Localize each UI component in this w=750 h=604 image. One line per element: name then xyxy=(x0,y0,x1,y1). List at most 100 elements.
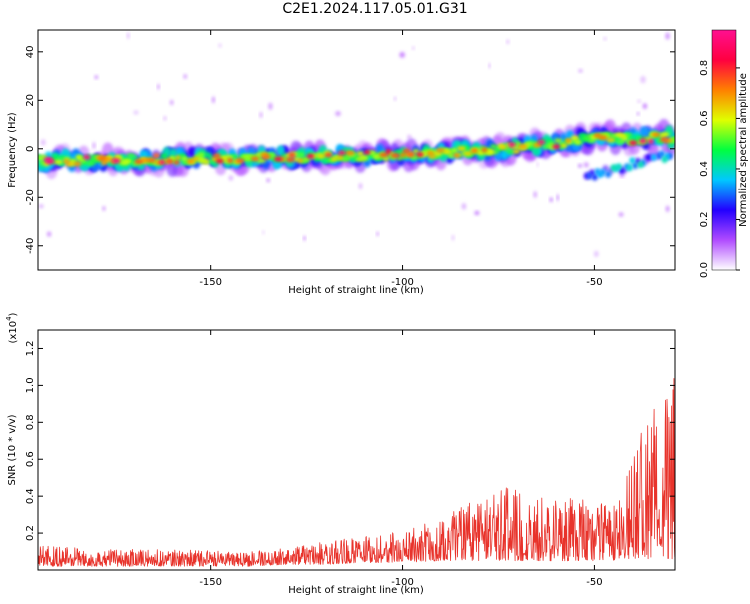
heatmap-cell xyxy=(46,231,52,237)
heatmap-cell xyxy=(451,234,455,241)
heatmap-cell xyxy=(149,157,156,163)
heatmap-cell xyxy=(665,32,670,40)
heatmap-cell xyxy=(38,204,44,209)
heatmap-cell xyxy=(133,110,139,115)
heatmap-cell xyxy=(560,143,568,149)
colorbar-label: Normalized spectral amplitude xyxy=(738,73,749,227)
heatmap-cell xyxy=(324,152,333,158)
heatmap-cell xyxy=(73,161,82,167)
heatmap-cell xyxy=(658,150,666,158)
heatmap-cell xyxy=(416,152,424,158)
heatmap-cell xyxy=(399,51,406,58)
heatmap-cell xyxy=(273,156,283,162)
heatmap-x-axis-label: Height of straight line (km) xyxy=(288,285,424,296)
heatmap-cell xyxy=(94,75,99,80)
heatmap-cell xyxy=(610,164,617,172)
heatmap-cell xyxy=(629,157,636,165)
x-tick-label: -150 xyxy=(199,277,222,288)
heatmap-cell xyxy=(268,102,273,111)
heatmap-cell xyxy=(183,74,187,79)
heatmap-cell xyxy=(508,142,516,148)
heatmap-cell xyxy=(111,158,121,164)
heatmap-cell xyxy=(650,153,658,161)
heatmap-cell xyxy=(175,155,182,161)
heatmap-cell xyxy=(639,138,647,144)
x-tick-label: -50 xyxy=(586,277,602,288)
heatmap-cell xyxy=(636,112,640,116)
snr-multiplier-base: (x10 xyxy=(8,321,19,344)
heatmap-cell xyxy=(363,149,371,155)
heatmap-cell xyxy=(359,155,368,160)
svg-text:(x104): (x104) xyxy=(5,312,19,343)
heatmap-cell xyxy=(665,205,670,212)
colorbar-tick-label: 0.6 xyxy=(699,110,710,126)
heatmap-cell xyxy=(336,155,344,161)
heatmap-cell xyxy=(358,183,363,190)
heatmap-cell xyxy=(499,144,507,150)
heatmap-cell xyxy=(506,39,510,44)
heatmap-cell xyxy=(211,96,215,104)
y-tick-label: 1.2 xyxy=(25,341,36,357)
heatmap-cell xyxy=(518,144,528,149)
heatmap-cell xyxy=(554,138,563,144)
heatmap-cell xyxy=(376,231,379,236)
x-tick-label: -50 xyxy=(586,577,602,588)
heatmap-cell xyxy=(227,158,234,164)
heatmap-cell xyxy=(306,153,315,159)
colorbar-bar xyxy=(711,29,737,271)
heatmap-cell xyxy=(303,235,306,241)
heatmap-cell xyxy=(159,160,166,165)
heatmap-cell xyxy=(426,150,435,156)
heatmap-cell xyxy=(120,160,129,166)
heatmap-cell xyxy=(461,203,467,210)
heatmap-cell xyxy=(220,155,228,161)
heatmap-cell xyxy=(298,152,305,158)
heatmap-cell xyxy=(218,43,222,48)
heatmap-cell xyxy=(447,153,455,159)
heatmap-cell xyxy=(645,153,652,161)
heatmap-cell xyxy=(235,158,245,164)
heatmap-cell xyxy=(102,206,106,211)
heatmap-cell xyxy=(100,160,108,166)
heatmap-cell xyxy=(38,155,44,161)
heatmap-cell xyxy=(512,149,521,155)
heatmap-cell xyxy=(488,63,491,69)
heatmap-cell xyxy=(153,153,160,159)
figure-title: C2E1.2024.117.05.01.G31 xyxy=(282,1,468,17)
heatmap-cell xyxy=(603,37,607,41)
heatmap-cell xyxy=(213,153,221,159)
heatmap-cell xyxy=(198,158,208,164)
heatmap-cell xyxy=(412,46,415,50)
heatmap-cell xyxy=(407,134,412,139)
y-tick-label: -20 xyxy=(25,189,36,205)
heatmap-cell xyxy=(330,156,338,162)
heatmap-cell xyxy=(139,149,148,161)
heatmap-cell xyxy=(481,147,488,153)
heatmap-cell xyxy=(651,132,661,138)
heatmap-cell xyxy=(442,149,452,155)
snr-y-multiplier: (x104) xyxy=(5,312,19,343)
heatmap-cell xyxy=(451,148,458,153)
snr-x-axis-label: Height of straight line (km) xyxy=(288,585,424,596)
y-tick-label: 20 xyxy=(25,94,36,107)
heatmap-cell xyxy=(356,151,365,157)
heatmap-cell xyxy=(619,174,625,178)
heatmap-cell xyxy=(262,230,265,235)
snr-multiplier-close: ) xyxy=(8,312,19,316)
heatmap-cell xyxy=(187,159,195,164)
heatmap-cell xyxy=(626,164,633,172)
colorbar-tick-label: 0.4 xyxy=(699,161,710,177)
heatmap-cell xyxy=(63,159,70,164)
heatmap-cell xyxy=(317,153,326,159)
heatmap-cell xyxy=(393,97,397,101)
snr-plot-frame xyxy=(37,329,676,571)
x-tick-label: -100 xyxy=(391,277,414,288)
heatmap-cell xyxy=(250,156,260,162)
heatmap-cell xyxy=(53,159,63,165)
heatmap-cell xyxy=(552,144,561,150)
colorbar-tick-label: 0.2 xyxy=(699,212,710,228)
heatmap-cell xyxy=(586,172,593,180)
heatmap-cell xyxy=(578,163,582,168)
heatmap-cell xyxy=(390,153,400,158)
heatmap-cell xyxy=(637,161,644,169)
